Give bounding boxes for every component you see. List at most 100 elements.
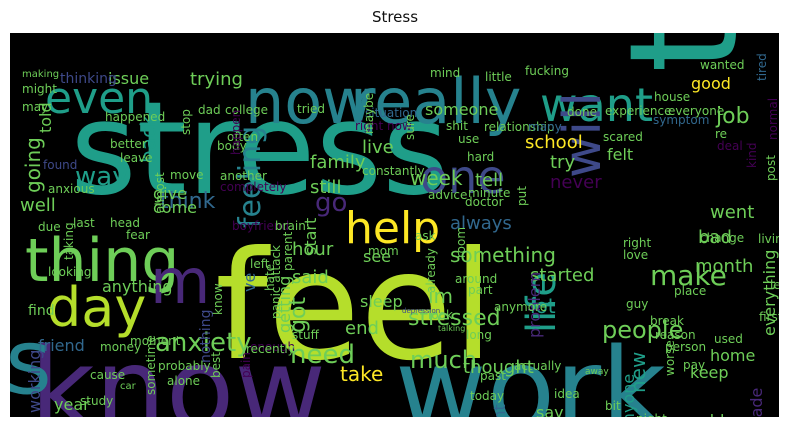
word-ask: ask (415, 229, 436, 243)
word-enough: enough (250, 340, 295, 354)
word-feeling: feeling (233, 126, 268, 228)
word-try: try (550, 152, 575, 173)
word-said: said (292, 267, 329, 288)
word-love: love (623, 248, 648, 262)
word-say: say (536, 403, 564, 417)
word-thought: thought (463, 357, 534, 378)
word-stuff: stuff (292, 328, 320, 342)
word-need: need (290, 340, 355, 370)
word-room: room (454, 227, 468, 258)
word-now: now (245, 65, 373, 138)
word-one: one (420, 150, 506, 204)
word-constantly: constantly (362, 164, 425, 178)
word-past: past (480, 369, 506, 383)
word-thing: thing (25, 226, 179, 296)
word-almost: almost (153, 172, 167, 213)
word-point: point (490, 404, 509, 417)
word-time: time (598, 33, 772, 73)
word-reason: reason (655, 328, 696, 342)
word-wanted: wanted (700, 58, 744, 72)
word-always: always (450, 213, 512, 234)
word-anyone: anyone (619, 374, 638, 417)
word-making: making (22, 69, 59, 80)
word-last: last (73, 216, 95, 230)
word-body: body (217, 139, 247, 153)
word-work: work (395, 325, 666, 417)
word-car: car (120, 381, 137, 392)
word-parent: parent (281, 231, 295, 271)
word-living: living (758, 232, 779, 246)
word-advice: advice (428, 188, 467, 202)
word-know: know (30, 325, 326, 417)
word-stressed: stressed (408, 306, 501, 331)
word-already: already (424, 248, 438, 293)
word-anymore: anymore (494, 300, 547, 314)
word-everything: everything (760, 250, 779, 336)
word-school: school (525, 132, 583, 153)
word-actually: actually (514, 359, 561, 373)
word-give: give (153, 184, 187, 203)
word-often: often (227, 130, 258, 144)
word-think: think (160, 189, 216, 214)
word-part: part (468, 283, 493, 297)
word-brain: brain (275, 219, 306, 233)
word-feel: feel (215, 220, 494, 394)
word-come: come (153, 198, 197, 217)
word-ve: ve (240, 273, 259, 292)
word-back: back (136, 115, 160, 163)
word-cause: cause (90, 368, 125, 382)
word-nothing: nothing (198, 310, 214, 363)
word-best: best (209, 352, 223, 378)
word-pay: pay (683, 358, 705, 372)
word-move: move (170, 168, 204, 182)
word-doctor: doctor (465, 195, 504, 209)
word-tired: tired (755, 53, 769, 81)
word-take: take (340, 362, 383, 386)
word-something: something (450, 243, 556, 267)
word-way: way (75, 162, 128, 192)
word-job: job (715, 104, 750, 129)
word-panic-attack: panic attack (269, 245, 283, 319)
word-happen: happen (229, 110, 243, 155)
word-sometime: sometime (144, 335, 158, 395)
word-used: used (714, 332, 743, 346)
word-getting: getting (275, 276, 294, 333)
word-felt: felt (607, 145, 633, 164)
word-well: well (20, 195, 56, 216)
word-see: see (363, 247, 391, 266)
word-look: look (428, 308, 453, 322)
word-pain: pain (239, 352, 253, 378)
word-may: may (22, 100, 48, 114)
word-head: head (110, 216, 140, 230)
word-relationship: relationship (484, 120, 555, 134)
word-started: started (530, 265, 594, 286)
word-life: life (519, 272, 565, 333)
word-scared: scared (603, 130, 643, 144)
word-hard: hard (467, 150, 494, 164)
word-found: found (43, 158, 77, 172)
word-talking: talking (438, 324, 465, 333)
word-shit: shit (446, 119, 468, 133)
word-able: able (700, 411, 734, 417)
word-anything: anything (102, 277, 173, 296)
word-told: told (36, 102, 55, 133)
word-moment: moment (130, 334, 181, 348)
word-month: month (695, 256, 753, 277)
word-start: start (301, 218, 320, 255)
word-hour: hour (292, 239, 334, 260)
word-family: family (310, 152, 366, 173)
word-sleep: sleep (360, 292, 403, 311)
word-tell: tell (475, 170, 503, 191)
word-stress: stress (70, 75, 449, 224)
word-normal: normal (766, 98, 779, 140)
word-many: many (528, 120, 562, 134)
word-money: money (100, 340, 141, 354)
word-m: m (150, 245, 210, 318)
word-want: want (540, 78, 653, 132)
word-taking: taking (62, 222, 76, 260)
word-guy: guy (626, 297, 648, 311)
word-change: change (700, 231, 744, 245)
word-layer: stressfeeltimeknowworknowreallythingdaym… (10, 33, 779, 417)
word-house: house (654, 90, 690, 104)
word-left: left (250, 257, 270, 271)
